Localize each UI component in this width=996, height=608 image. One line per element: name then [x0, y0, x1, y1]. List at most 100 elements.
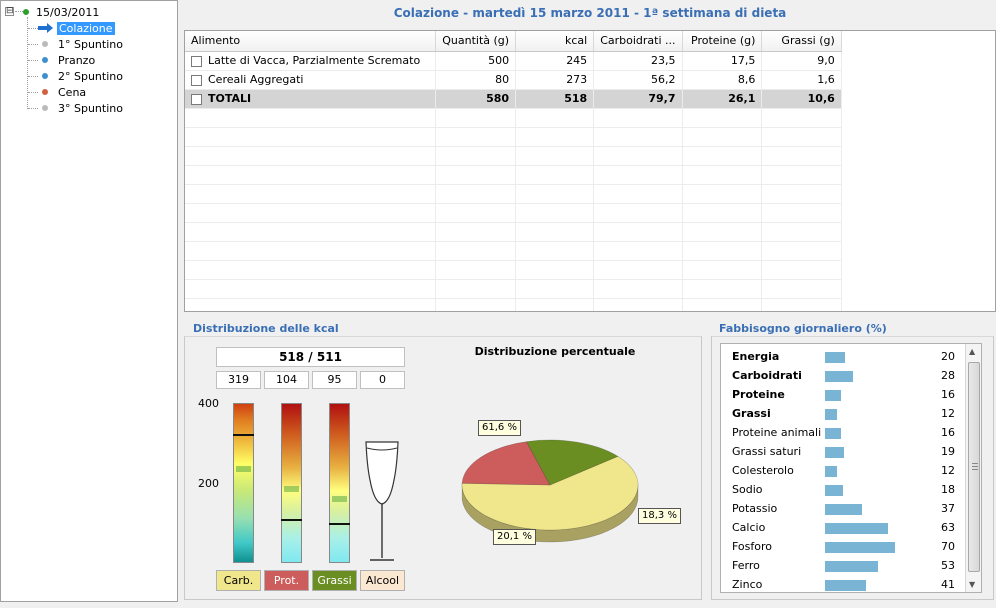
table-row[interactable]: Latte di Vacca, Parzialmente Scremato 50… [185, 51, 995, 71]
nutrient-name: Sodio [732, 483, 763, 496]
cell-fat: 1,6 [761, 70, 842, 90]
list-item[interactable]: Zinco 41 [721, 575, 965, 592]
cell-food: Cereali Aggregati [208, 73, 304, 86]
list-item[interactable]: Grassi 12 [721, 404, 965, 423]
list-item[interactable]: Proteine animali 16 [721, 423, 965, 442]
scrollbar-thumb[interactable] [968, 362, 980, 572]
pie-chart-title: Distribuzione percentuale [474, 345, 636, 358]
kcal-fat-value: 95 [312, 371, 357, 389]
list-item[interactable]: Carboidrati 28 [721, 366, 965, 385]
column-header[interactable]: Proteine (g) [682, 31, 763, 52]
nutrient-value: 16 [941, 426, 955, 439]
grid-header-row: Alimento Quantità (g) kcal Carboidrati .… [185, 31, 995, 52]
kcal-panel-title: Distribuzione delle kcal [193, 322, 339, 335]
axis-label-mid: 200 [198, 477, 219, 490]
tree-item-label: 3° Spuntino [58, 101, 123, 115]
tree-item-pranzo[interactable]: Pranzo [42, 52, 95, 68]
legend-fat: Grassi [312, 570, 357, 591]
list-item[interactable]: Ferro 53 [721, 556, 965, 575]
nutrient-value: 53 [941, 559, 955, 572]
fabbisogno-list[interactable]: ▲ ▼ Energia 20 Carboidrati 28 Proteine 16 Gras… [720, 343, 982, 593]
axis-label-top: 400 [198, 397, 219, 410]
prot-gauge-bar [281, 403, 302, 563]
nutrient-bar [825, 352, 845, 363]
collapse-icon[interactable]: ⊟ [5, 6, 14, 16]
nutrient-name: Energia [732, 350, 780, 363]
nutrient-value: 37 [941, 502, 955, 515]
page-title: Colazione - martedì 15 marzo 2011 - 1ª s… [393, 6, 787, 20]
cell-kcal: 245 [515, 51, 595, 71]
row-checkbox[interactable] [191, 55, 202, 67]
cell-prot: 8,6 [682, 70, 763, 90]
tree-item-cena[interactable]: Cena [42, 84, 86, 100]
table-row[interactable]: Cereali Aggregati 80 273 56,2 8,6 1,6 [185, 70, 995, 90]
nutrient-name: Zinco [732, 578, 763, 591]
list-item[interactable]: Sodio 18 [721, 480, 965, 499]
nutrient-bar [825, 447, 844, 458]
scroll-down-icon[interactable]: ▼ [969, 580, 976, 589]
column-header[interactable]: Grassi (g) [761, 31, 842, 52]
list-item[interactable]: Grassi saturi 19 [721, 442, 965, 461]
kcal-alcohol-value: 0 [360, 371, 405, 389]
cell-carb: 56,2 [593, 70, 683, 90]
nutrient-bar [825, 504, 862, 515]
nutrient-name: Colesterolo [732, 464, 794, 477]
cell-total-kcal: 518 [515, 89, 595, 109]
cell-total-label: TOTALI [208, 92, 252, 105]
pie-label-carb: 61,6 % [478, 420, 521, 436]
nutrient-value: 63 [941, 521, 955, 534]
kcal-prot-value: 104 [264, 371, 309, 389]
nutrient-value: 20 [941, 350, 955, 363]
wine-glass-icon [365, 441, 399, 561]
tree-date-label: 15/03/2011 [36, 5, 100, 19]
list-item[interactable]: Colesterolo 12 [721, 461, 965, 480]
list-item[interactable]: Potassio 37 [721, 499, 965, 518]
cell-qty: 80 [435, 70, 517, 90]
nutrient-bar [825, 580, 866, 591]
nutrient-bar [825, 523, 888, 534]
cell-kcal: 273 [515, 70, 595, 90]
arrow-right-icon [38, 23, 53, 33]
cell-carb: 23,5 [593, 51, 683, 71]
tree-item-spuntino-3[interactable]: 3° Spuntino [42, 100, 123, 116]
tree-item-spuntino-1[interactable]: 1° Spuntino [42, 36, 123, 52]
vertical-scrollbar[interactable]: ▲ ▼ [965, 344, 981, 592]
pie-label-fat: 18,3 % [638, 508, 681, 524]
nutrient-bar [825, 428, 841, 439]
legend-prot: Prot. [264, 570, 309, 591]
list-item[interactable]: Calcio 63 [721, 518, 965, 537]
scroll-up-icon[interactable]: ▲ [969, 347, 976, 356]
pie-label-prot: 20,1 % [493, 529, 536, 545]
nutrient-value: 70 [941, 540, 955, 553]
row-checkbox[interactable] [191, 74, 202, 86]
cell-total-qty: 580 [435, 89, 517, 109]
column-header[interactable]: Quantità (g) [435, 31, 517, 52]
column-header[interactable]: Alimento [185, 31, 437, 52]
list-item[interactable]: Proteine 16 [721, 385, 965, 404]
nutrient-bar [825, 542, 895, 553]
tree-item-spuntino-2[interactable]: 2° Spuntino [42, 68, 123, 84]
pie-slice-grassi [526, 439, 619, 486]
nutrient-value: 16 [941, 388, 955, 401]
carb-gauge-bar [233, 403, 254, 563]
nutrient-bar [825, 371, 853, 382]
column-header[interactable]: Carboidrati ... [593, 31, 683, 52]
row-checkbox[interactable] [191, 93, 202, 105]
meal-tree: ⊟ 15/03/2011 Colazione 1° Spuntino Pranz… [0, 0, 178, 602]
nutrient-name: Proteine [732, 388, 785, 401]
tree-item-colazione[interactable]: Colazione [38, 20, 115, 36]
nutrient-value: 41 [941, 578, 955, 591]
tree-date-node[interactable]: 15/03/2011 [23, 4, 99, 20]
kcal-total-display: 518 / 511 [216, 347, 405, 367]
nutrient-name: Proteine animali [732, 426, 822, 439]
column-header[interactable]: kcal [515, 31, 595, 52]
cell-total-fat: 10,6 [761, 89, 842, 109]
list-item[interactable]: Energia 20 [721, 347, 965, 366]
nutrient-bar [825, 409, 837, 420]
nutrient-bar [825, 466, 837, 477]
nutrient-bar [825, 561, 878, 572]
status-dot-icon [23, 9, 29, 15]
status-dot-icon [42, 89, 48, 95]
nutrient-value: 12 [941, 464, 955, 477]
list-item[interactable]: Fosforo 70 [721, 537, 965, 556]
